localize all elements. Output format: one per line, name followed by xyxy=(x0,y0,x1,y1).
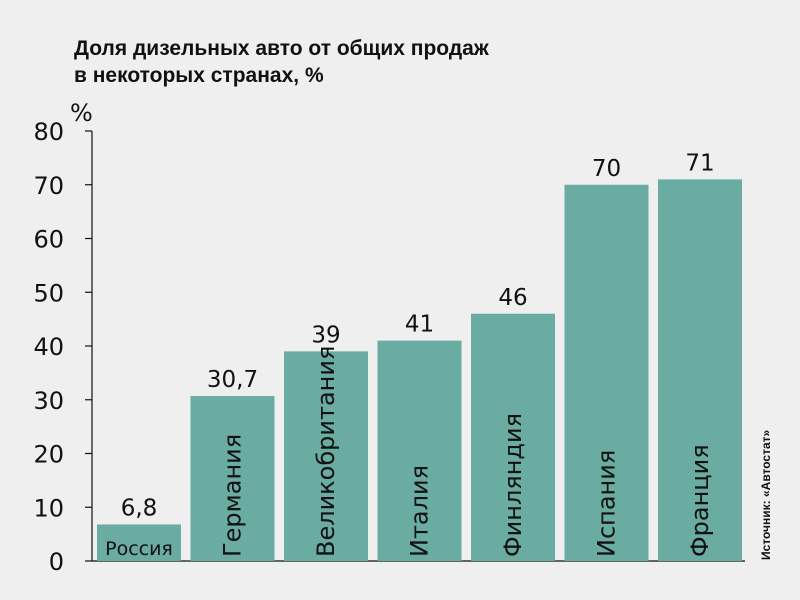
y-tick-label: 0 xyxy=(49,548,64,576)
category-label: Финляндия xyxy=(499,413,527,557)
y-tick-label: 50 xyxy=(33,279,64,307)
chart-title-line-2: в некоторых странах, % xyxy=(74,64,324,87)
bar xyxy=(97,524,181,561)
y-tick-label: 80 xyxy=(33,118,64,146)
y-tick-label: 70 xyxy=(33,172,64,200)
chart-title: Доля дизельных авто от общих продаж в не… xyxy=(74,35,634,89)
bar-value-label: 39 xyxy=(311,322,340,348)
bar-value-label: 46 xyxy=(498,285,527,311)
y-tick-label: 10 xyxy=(33,494,64,522)
y-tick-label: 40 xyxy=(33,333,64,361)
bar xyxy=(190,395,275,561)
bar xyxy=(377,340,462,561)
bar xyxy=(471,313,555,561)
chart-title-line-1: Доля дизельных авто от общих продаж xyxy=(74,37,489,60)
category-label: Франция xyxy=(686,444,714,557)
y-tick-label: 20 xyxy=(33,441,64,469)
bar-value-label: 71 xyxy=(685,150,714,176)
y-axis-unit-label: % xyxy=(70,99,93,127)
source-note: Источник: «Автостат» xyxy=(759,429,773,560)
bar xyxy=(658,179,742,561)
category-label: Германия xyxy=(219,434,247,557)
bar-value-label: 70 xyxy=(592,156,621,182)
category-label: Испания xyxy=(593,450,621,557)
bar-value-label: 6,8 xyxy=(121,495,158,521)
y-tick-label: 60 xyxy=(33,226,64,254)
category-label: Великобритания xyxy=(312,346,340,557)
category-label: Россия xyxy=(105,538,173,560)
bar xyxy=(284,351,368,561)
bar-value-label: 30,7 xyxy=(207,367,258,393)
category-label: Италия xyxy=(406,465,434,557)
bar xyxy=(564,184,649,561)
bar-value-label: 41 xyxy=(405,312,434,338)
y-tick-label: 30 xyxy=(33,387,64,415)
